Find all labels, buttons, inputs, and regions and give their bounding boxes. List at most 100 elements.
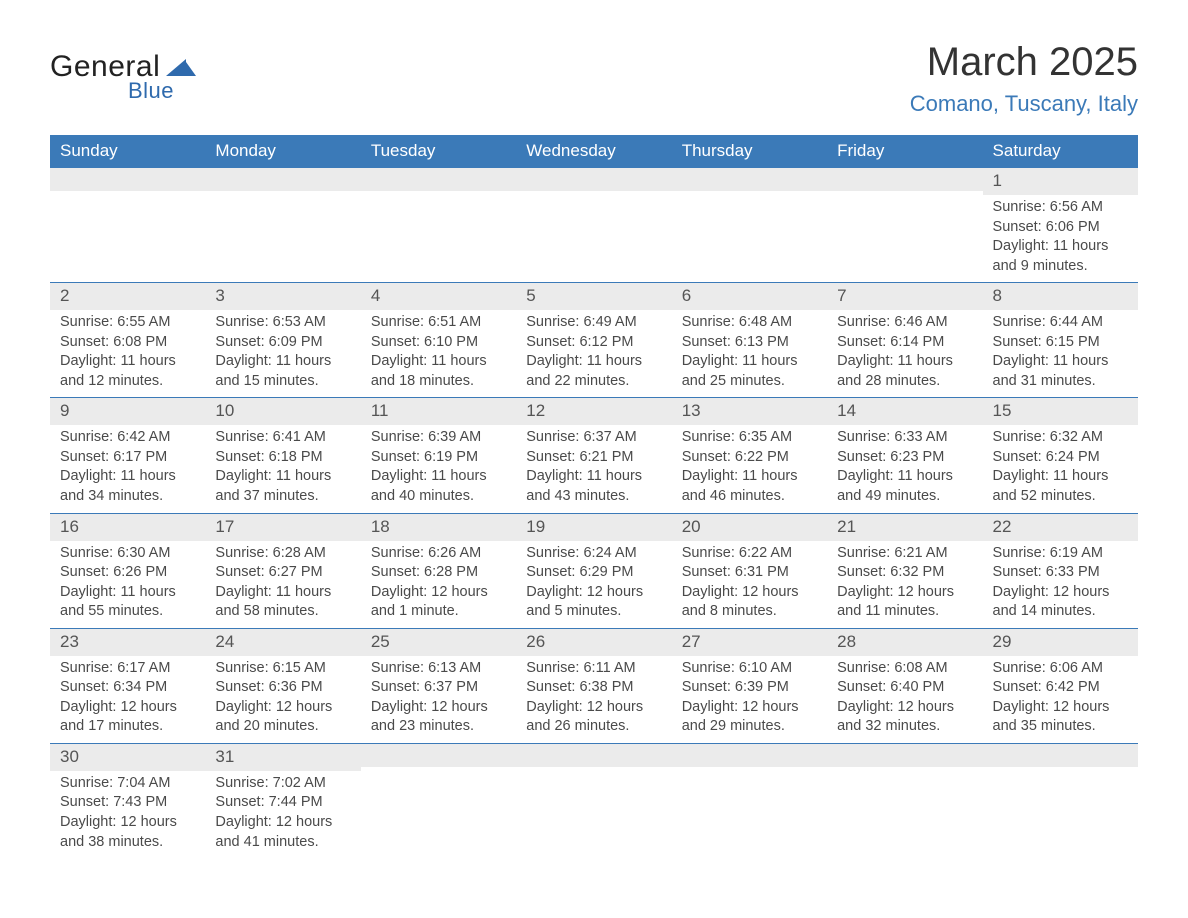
day-data: Sunrise: 6:32 AMSunset: 6:24 PMDaylight:… (983, 425, 1138, 512)
calendar-cell: 2Sunrise: 6:55 AMSunset: 6:08 PMDaylight… (50, 282, 205, 397)
calendar-cell: 6Sunrise: 6:48 AMSunset: 6:13 PMDaylight… (672, 282, 827, 397)
sunset-text: Sunset: 6:31 PM (682, 563, 817, 583)
daylight-text: Daylight: 12 hours and 29 minutes. (682, 698, 817, 737)
calendar-cell: 28Sunrise: 6:08 AMSunset: 6:40 PMDayligh… (827, 628, 982, 743)
sunset-text: Sunset: 6:34 PM (60, 678, 195, 698)
sunset-text: Sunset: 6:12 PM (526, 333, 661, 353)
sunrise-text: Sunrise: 6:46 AM (837, 313, 972, 333)
calendar-cell (672, 743, 827, 858)
daylight-text: Daylight: 12 hours and 8 minutes. (682, 583, 817, 622)
sunrise-text: Sunrise: 6:32 AM (993, 428, 1128, 448)
sunrise-text: Sunrise: 6:15 AM (215, 659, 350, 679)
sunset-text: Sunset: 6:32 PM (837, 563, 972, 583)
calendar-cell: 18Sunrise: 6:26 AMSunset: 6:28 PMDayligh… (361, 513, 516, 628)
day-data: Sunrise: 6:10 AMSunset: 6:39 PMDaylight:… (672, 656, 827, 743)
weekday-header: Wednesday (516, 135, 671, 167)
calendar-week-row: 1Sunrise: 6:56 AMSunset: 6:06 PMDaylight… (50, 167, 1138, 282)
daylight-text: Daylight: 12 hours and 23 minutes. (371, 698, 506, 737)
sunset-text: Sunset: 6:18 PM (215, 448, 350, 468)
weekday-header: Thursday (672, 135, 827, 167)
calendar-cell: 8Sunrise: 6:44 AMSunset: 6:15 PMDaylight… (983, 282, 1138, 397)
day-number: 30 (50, 743, 205, 771)
day-number: 14 (827, 397, 982, 425)
sunset-text: Sunset: 6:17 PM (60, 448, 195, 468)
day-data: Sunrise: 6:37 AMSunset: 6:21 PMDaylight:… (516, 425, 671, 512)
empty-day-header (983, 743, 1138, 767)
day-number: 17 (205, 513, 360, 541)
sunrise-text: Sunrise: 6:44 AM (993, 313, 1128, 333)
day-number: 9 (50, 397, 205, 425)
location: Comano, Tuscany, Italy (910, 91, 1138, 117)
calendar-cell: 5 Sunrise: 6:49 AMSunset: 6:12 PMDaylight… (516, 282, 671, 397)
day-number: 12 (516, 397, 671, 425)
day-data: Sunrise: 6:24 AMSunset: 6:29 PMDaylight:… (516, 541, 671, 628)
calendar-body: 1Sunrise: 6:56 AMSunset: 6:06 PMDaylight… (50, 167, 1138, 858)
sunrise-text: Sunrise: 6:10 AM (682, 659, 817, 679)
sunset-text: Sunset: 6:10 PM (371, 333, 506, 353)
daylight-text: Daylight: 12 hours and 20 minutes. (215, 698, 350, 737)
calendar-cell: 27Sunrise: 6:10 AMSunset: 6:39 PMDayligh… (672, 628, 827, 743)
day-data: Sunrise: 6:39 AMSunset: 6:19 PMDaylight:… (361, 425, 516, 512)
calendar-cell (516, 167, 671, 282)
sunrise-text: Sunrise: 6:37 AM (526, 428, 661, 448)
day-number: 10 (205, 397, 360, 425)
daylight-text: Daylight: 12 hours and 1 minute. (371, 583, 506, 622)
daylight-text: Daylight: 11 hours and 31 minutes. (993, 352, 1128, 391)
sunrise-text: Sunrise: 6:56 AM (993, 198, 1128, 218)
sunset-text: Sunset: 6:40 PM (837, 678, 972, 698)
calendar-cell: 19Sunrise: 6:24 AMSunset: 6:29 PMDayligh… (516, 513, 671, 628)
weekday-header: Saturday (983, 135, 1138, 167)
empty-day-header (672, 167, 827, 191)
calendar-cell: 21Sunrise: 6:21 AMSunset: 6:32 PMDayligh… (827, 513, 982, 628)
day-number: 15 (983, 397, 1138, 425)
sunrise-text: Sunrise: 6:24 AM (526, 544, 661, 564)
daylight-text: Daylight: 11 hours and 22 minutes. (526, 352, 661, 391)
day-number: 7 (827, 282, 982, 310)
calendar-week-row: 30Sunrise: 7:04 AMSunset: 7:43 PMDayligh… (50, 743, 1138, 858)
day-data: Sunrise: 6:19 AMSunset: 6:33 PMDaylight:… (983, 541, 1138, 628)
sunset-text: Sunset: 6:13 PM (682, 333, 817, 353)
day-number: 5 (516, 282, 671, 310)
calendar-cell: 20Sunrise: 6:22 AMSunset: 6:31 PMDayligh… (672, 513, 827, 628)
day-data: Sunrise: 6:17 AMSunset: 6:34 PMDaylight:… (50, 656, 205, 743)
sunrise-text: Sunrise: 6:42 AM (60, 428, 195, 448)
calendar-cell (827, 743, 982, 858)
day-number: 27 (672, 628, 827, 656)
daylight-text: Daylight: 11 hours and 28 minutes. (837, 352, 972, 391)
calendar-cell: 7Sunrise: 6:46 AMSunset: 6:14 PMDaylight… (827, 282, 982, 397)
day-number: 1 (983, 167, 1138, 195)
calendar-cell (516, 743, 671, 858)
day-number: 3 (205, 282, 360, 310)
day-data: Sunrise: 6:55 AMSunset: 6:08 PMDaylight:… (50, 310, 205, 397)
sunset-text: Sunset: 6:22 PM (682, 448, 817, 468)
sunset-text: Sunset: 6:37 PM (371, 678, 506, 698)
weekday-header: Friday (827, 135, 982, 167)
sunset-text: Sunset: 6:28 PM (371, 563, 506, 583)
day-number: 21 (827, 513, 982, 541)
sunrise-text: Sunrise: 6:41 AM (215, 428, 350, 448)
day-number: 18 (361, 513, 516, 541)
day-data: Sunrise: 6:22 AMSunset: 6:31 PMDaylight:… (672, 541, 827, 628)
day-number: 31 (205, 743, 360, 771)
daylight-text: Daylight: 12 hours and 5 minutes. (526, 583, 661, 622)
header: General Blue March 2025 Comano, Tuscany,… (50, 40, 1138, 117)
day-data: Sunrise: 6:51 AMSunset: 6:10 PMDaylight:… (361, 310, 516, 397)
sunset-text: Sunset: 7:43 PM (60, 793, 195, 813)
calendar-cell (205, 167, 360, 282)
sunrise-text: Sunrise: 6:49 AM (526, 313, 661, 333)
sunrise-text: Sunrise: 6:35 AM (682, 428, 817, 448)
day-data: Sunrise: 6:48 AMSunset: 6:13 PMDaylight:… (672, 310, 827, 397)
calendar-cell: 1Sunrise: 6:56 AMSunset: 6:06 PMDaylight… (983, 167, 1138, 282)
daylight-text: Daylight: 12 hours and 32 minutes. (837, 698, 972, 737)
sunrise-text: Sunrise: 6:53 AM (215, 313, 350, 333)
calendar-week-row: 2Sunrise: 6:55 AMSunset: 6:08 PMDaylight… (50, 282, 1138, 397)
sunrise-text: Sunrise: 6:55 AM (60, 313, 195, 333)
empty-day-header (516, 743, 671, 767)
day-data: Sunrise: 6:21 AMSunset: 6:32 PMDaylight:… (827, 541, 982, 628)
sunrise-text: Sunrise: 6:11 AM (526, 659, 661, 679)
day-data: Sunrise: 6:33 AMSunset: 6:23 PMDaylight:… (827, 425, 982, 512)
sunset-text: Sunset: 6:09 PM (215, 333, 350, 353)
sunrise-text: Sunrise: 6:22 AM (682, 544, 817, 564)
sunset-text: Sunset: 6:39 PM (682, 678, 817, 698)
day-data: Sunrise: 6:30 AMSunset: 6:26 PMDaylight:… (50, 541, 205, 628)
